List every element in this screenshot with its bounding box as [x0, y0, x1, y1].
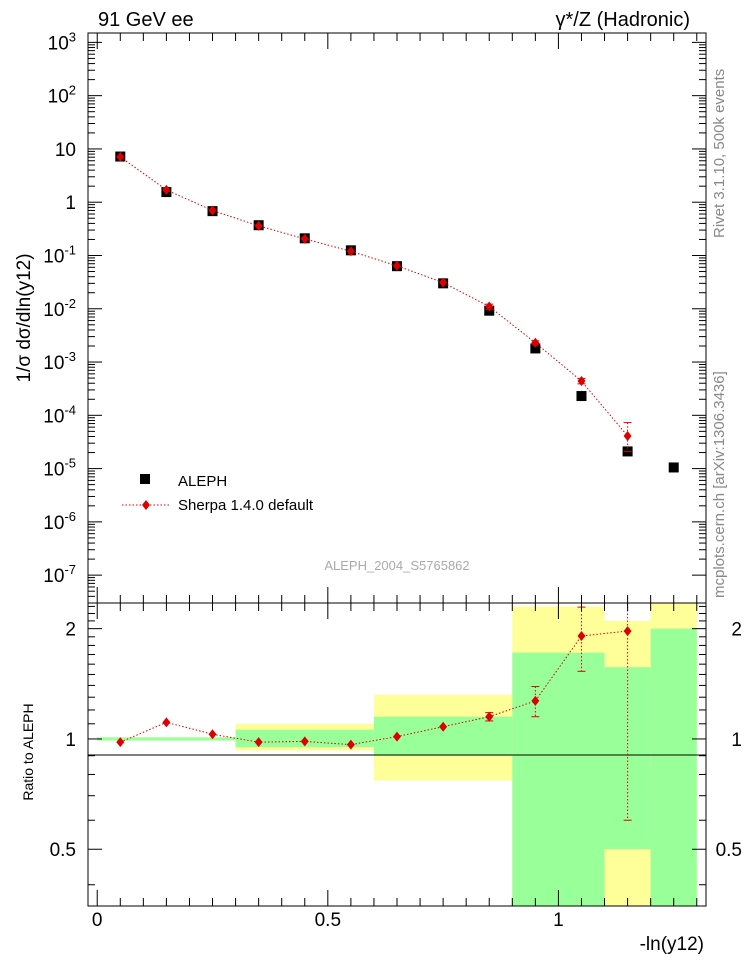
main-frame — [87, 32, 707, 604]
ratio-band-inner — [512, 652, 605, 906]
aleph-data-point — [576, 391, 587, 402]
ratio-y-ticks — [88, 605, 706, 886]
main-y-tick-label: 10-4 — [43, 402, 76, 427]
sherpa-point — [254, 220, 263, 231]
ratio-band-inner — [650, 628, 697, 906]
analysis-tag: ALEPH_2004_S5765862 — [324, 558, 469, 573]
legend-data-label: ALEPH — [178, 473, 227, 490]
ratio-x-tick-label: 1 — [553, 910, 564, 931]
sherpa-point — [393, 260, 401, 271]
ratio-sherpa-point — [577, 630, 586, 641]
aleph-data-point — [668, 462, 679, 473]
sherpa-point — [346, 246, 355, 257]
main-x-ticks — [96, 33, 698, 603]
ratio-sherpa-point — [346, 739, 355, 750]
ratio-x-ticks — [96, 603, 698, 906]
legend-data-marker — [140, 474, 150, 484]
ratio-sherpa-point — [208, 729, 217, 740]
ratio-plot-marks — [116, 602, 632, 821]
ratio-y-tick-label: 0.5 — [50, 840, 76, 861]
ratio-y-tick-label-right: 2 — [731, 620, 742, 641]
main-y-tick-label: 10 — [55, 140, 76, 161]
rivet-label: Rivet 3.1.10, 500k events — [711, 69, 728, 238]
main-plot-marks — [115, 151, 679, 473]
main-y-tick-label: 103 — [48, 29, 76, 54]
sherpa-point — [300, 233, 309, 244]
mcplots-label: mcplots.cern.ch [arXiv:1306.3436] — [711, 371, 728, 598]
main-y-tick-label: 10-5 — [43, 456, 76, 481]
sherpa-point — [577, 376, 586, 387]
ratio-sherpa-point — [623, 626, 632, 637]
main-y-tick-label: 102 — [48, 83, 76, 108]
header-left: 91 GeV ee — [98, 9, 194, 31]
main-y-tick-label: 1 — [65, 193, 76, 214]
header-right: γ*/Z (Hadronic) — [556, 9, 690, 31]
ratio-x-tick-label: 0.5 — [315, 910, 341, 931]
main-y-tick-label: 10-1 — [43, 242, 76, 267]
main-y-axis-label: 1/σ dσ/dln(y12) — [14, 253, 35, 382]
ratio-y-tick-label-right: 0.5 — [716, 840, 742, 861]
ratio-sherpa-point — [393, 731, 401, 742]
ratio-x-tick-label: 0 — [92, 910, 103, 931]
sherpa-point — [208, 205, 217, 216]
ratio-sherpa-point — [162, 717, 171, 728]
main-y-tick-labels: 10-7 10-6 10-5 10-4 10-3 10-2 10-1 1 10 102 103 — [43, 29, 76, 587]
legend-mc-label: Sherpa 1.4.0 default — [178, 497, 314, 514]
ratio-panel: 0.5 0.51 12 2 0 0.5 1 Ratio to ALEPH -ln(y12) — [20, 602, 742, 955]
sherpa-point — [531, 337, 540, 348]
ratio-sherpa-point — [254, 737, 263, 748]
ratio-sherpa-point — [485, 711, 494, 722]
aleph-data-point — [530, 343, 541, 354]
ratio-y-tick-label: 2 — [65, 620, 76, 641]
main-y-tick-label: 10-7 — [43, 562, 76, 587]
legend-mc-marker — [142, 500, 150, 510]
main-y-ticks — [88, 41, 706, 604]
ratio-sherpa-line — [120, 630, 628, 746]
x-axis-label: -ln(y12) — [640, 934, 704, 955]
ratio-y-axis-label: Ratio to ALEPH — [20, 703, 36, 800]
ratio-y-tick-labels: 0.5 0.5 1 1 2 2 — [50, 620, 742, 862]
ratio-x-tick-labels: 0 0.5 1 — [92, 910, 564, 931]
ratio-sherpa-point — [439, 721, 448, 732]
main-y-tick-label: 10-6 — [43, 509, 76, 534]
ratio-sherpa-point — [300, 736, 309, 747]
ratio-sherpa-point — [531, 695, 540, 706]
main-y-tick-label: 10-2 — [43, 296, 76, 321]
sherpa-line — [119, 156, 628, 437]
ratio-sherpa-point — [116, 737, 125, 748]
main-panel: 10-7 10-6 10-5 10-4 10-3 10-2 10-1 1 10 102 103 1/… — [14, 29, 707, 604]
legend: ALEPH Sherpa 1.4.0 default — [122, 473, 314, 514]
ratio-band-inner — [97, 737, 236, 741]
sherpa-point — [623, 430, 632, 441]
sherpa-point — [162, 184, 171, 195]
sherpa-point — [116, 151, 125, 162]
ratio-y-tick-label-right: 1 — [731, 730, 742, 751]
sherpa-point — [485, 301, 494, 312]
main-y-tick-label: 10-3 — [43, 349, 76, 374]
sherpa-point — [439, 277, 448, 288]
ratio-y-tick-label: 1 — [65, 730, 76, 751]
